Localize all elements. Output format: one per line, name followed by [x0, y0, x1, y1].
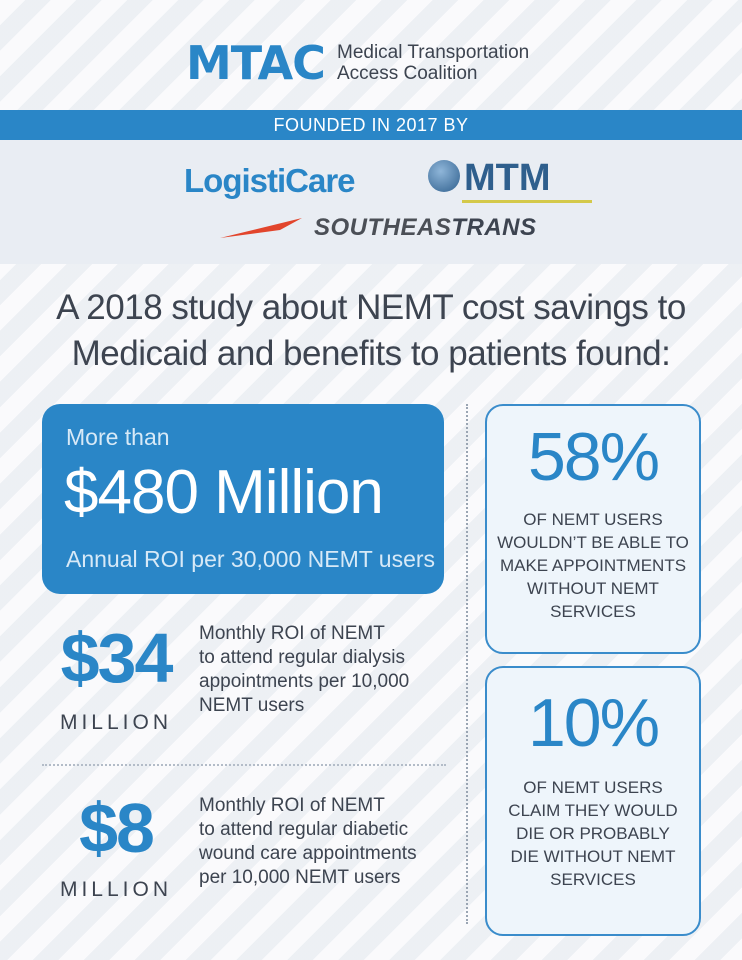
- mtac-subtitle-line1: Medical Transportation: [337, 42, 530, 63]
- card-text-line: CLAIM THEY WOULD: [508, 801, 678, 820]
- southeastrans-suffix: TRANS: [451, 214, 537, 241]
- stat-description: Monthly ROI of NEMT to attend regular di…: [199, 794, 449, 890]
- mtac-subtitle-line2: Access Coalition: [337, 63, 478, 84]
- headline-line2: Medicaid and benefits to patients found:: [71, 334, 671, 373]
- stat-description-line: to attend regular dialysis: [199, 647, 405, 668]
- mtm-underline: [462, 200, 592, 203]
- founded-band: FOUNDED IN 2017 BY: [0, 110, 742, 140]
- globe-icon: [428, 160, 460, 192]
- stat-description-line: per 10,000 NEMT users: [199, 867, 401, 888]
- card-percent: 58%: [527, 419, 660, 495]
- card-text-line: WITHOUT NEMT: [527, 579, 659, 598]
- stat-description-line: to attend regular diabetic: [199, 819, 409, 840]
- card-percent: 10%: [527, 685, 660, 761]
- card-text-line: SERVICES: [550, 602, 636, 621]
- stat-wound-care: $8 MILLION Monthly ROI of NEMT to attend…: [42, 789, 449, 920]
- card-text-line: DIE WITHOUT NEMT: [510, 847, 676, 866]
- roi-caption: Annual ROI per 30,000 NEMT users: [66, 546, 436, 572]
- headline-line1: A 2018 study about NEMT cost savings to: [56, 288, 686, 327]
- roi-prefix: More than: [66, 424, 170, 450]
- card-text-line: WOULDN’T BE ABLE TO: [497, 533, 689, 552]
- stat-unit: MILLION: [59, 878, 173, 901]
- mtac-logo: MTAC: [186, 36, 326, 90]
- southeastrans-swoosh-icon: [220, 218, 302, 238]
- stat-card-58: 58% OF NEMT USERS WOULDN’T BE ABLE TO MA…: [485, 404, 701, 654]
- founder-logos: [0, 140, 742, 264]
- founded-band-label: FOUNDED IN 2017 BY: [273, 115, 469, 135]
- stat-description: Monthly ROI of NEMT to attend regular di…: [199, 622, 449, 718]
- card-text-line: OF NEMT USERS: [523, 510, 663, 529]
- stat-card-10: 10% OF NEMT USERS CLAIM THEY WOULD DIE O…: [485, 666, 701, 936]
- stat-number: $8: [79, 789, 155, 867]
- southeastrans-prefix: SOUTHEAS: [314, 214, 452, 241]
- card-text-line: MAKE APPOINTMENTS: [499, 556, 687, 575]
- mtm-logo-text: MTM: [464, 157, 551, 199]
- stat-unit: MILLION: [59, 711, 173, 734]
- stat-description-line: NEMT users: [199, 695, 305, 716]
- card-text: OF NEMT USERS CLAIM THEY WOULD DIE OR PR…: [495, 776, 691, 891]
- stat-description-line: appointments per 10,000: [199, 671, 410, 692]
- stat-description-line: wound care appointments: [199, 843, 417, 864]
- stat-number: $34: [60, 619, 174, 697]
- logisticare-logo: LogistiCare: [184, 162, 356, 199]
- roi-amount: $480 Million: [64, 458, 384, 527]
- southeastrans-logo: SOUTHEASTRANS: [314, 214, 537, 242]
- header: MTAC Medical Transportation Access Coali…: [0, 0, 742, 108]
- stat-description-line: Monthly ROI of NEMT: [199, 795, 385, 816]
- stat-dialysis: $34 MILLION Monthly ROI of NEMT to atten…: [42, 618, 446, 748]
- headline: A 2018 study about NEMT cost savings to …: [0, 285, 742, 377]
- roi-highlight-box: More than $480 Million Annual ROI per 30…: [42, 404, 444, 594]
- column-divider: [466, 404, 468, 924]
- card-text-line: OF NEMT USERS: [523, 778, 663, 797]
- stat-description-line: Monthly ROI of NEMT: [199, 623, 385, 644]
- card-text-line: DIE OR PROBABLY: [516, 824, 670, 843]
- card-text: OF NEMT USERS WOULDN’T BE ABLE TO MAKE A…: [495, 508, 691, 623]
- mtac-subtitle: Medical Transportation Access Coalition: [337, 42, 529, 84]
- card-text-line: SERVICES: [550, 870, 636, 889]
- stat-divider: [42, 764, 446, 766]
